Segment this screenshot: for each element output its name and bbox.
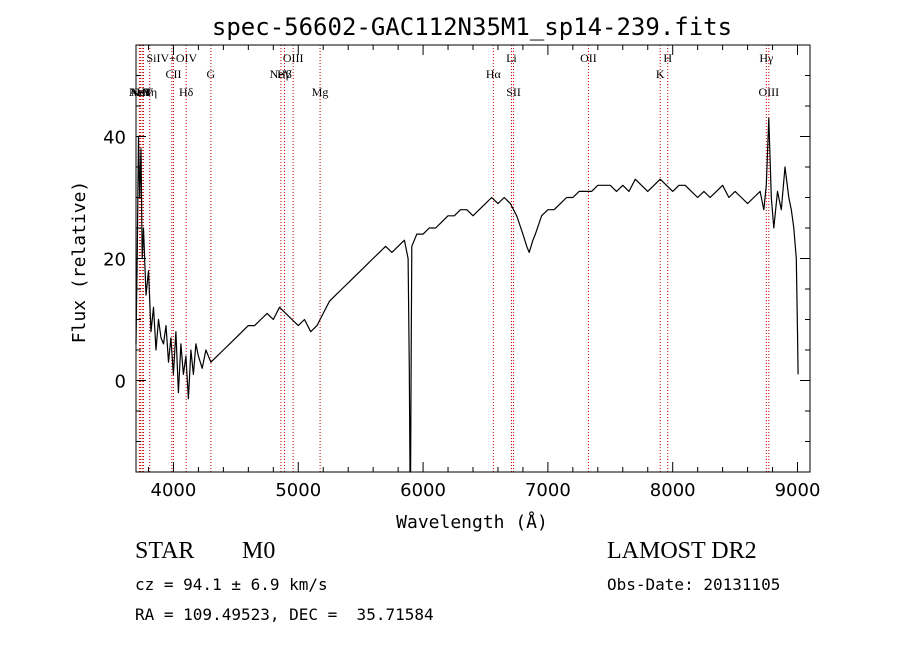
object-subclass: M0 xyxy=(242,538,276,564)
y-axis-label: Flux (relative) xyxy=(69,181,90,344)
line-marker-label: SII xyxy=(506,85,521,99)
line-marker-label: Hδ xyxy=(179,85,194,99)
line-marker-label: NeV xyxy=(129,85,152,99)
axes: 4000 5000 6000 7000 8000 9000 0 20 40 xyxy=(103,44,821,501)
x-tick-label: 9000 xyxy=(775,480,821,501)
survey-name: LAMOST DR2 xyxy=(607,538,757,564)
object-class: STAR xyxy=(135,538,195,564)
line-marker-label: Mg xyxy=(312,85,329,99)
line-marker-label: CII xyxy=(165,67,181,81)
line-marker-label: SiIV+OIV xyxy=(146,51,197,65)
x-tick-label: 5000 xyxy=(275,480,321,501)
plot-frame xyxy=(135,44,811,473)
line-marker-label: OII xyxy=(580,51,597,65)
line-marker-label: Hα xyxy=(486,67,502,81)
line-marker-label: OIII xyxy=(283,51,304,65)
x-tick-label: 4000 xyxy=(151,480,197,501)
observation-date: Obs-Date: 20131105 xyxy=(607,575,781,594)
line-marker-label: NeV xyxy=(131,85,154,99)
line-marker-label: NeV xyxy=(270,67,293,81)
redshift-readout: cz = 94.1 ± 6.9 km/s xyxy=(135,575,328,594)
line-marker-label: G xyxy=(207,67,216,81)
line-marker-label: H xyxy=(663,51,672,65)
spectrum-line xyxy=(135,117,799,473)
line-marker-label: K xyxy=(656,67,665,81)
line-marker-label: Hβ xyxy=(277,67,292,81)
line-marker-label: Hγ xyxy=(759,51,774,65)
x-tick-label: 6000 xyxy=(400,480,446,501)
x-axis-label: Wavelength (Å) xyxy=(396,511,548,533)
line-marker-label: Hη xyxy=(142,85,157,99)
line-marker-label: Li xyxy=(506,51,517,65)
y-tick-label: 40 xyxy=(103,128,126,149)
spectrum-series xyxy=(135,117,799,473)
x-tick-label: 7000 xyxy=(525,480,571,501)
line-marker-label: ArII xyxy=(129,85,150,99)
y-tick-label: 0 xyxy=(115,372,126,393)
coordinates-readout: RA = 109.49523, DEC = 35.71584 xyxy=(135,605,434,624)
y-tick-label: 20 xyxy=(103,250,126,271)
chart-title: spec-56602-GAC112N35M1_sp14-239.fits xyxy=(212,13,732,41)
x-tick-label: 8000 xyxy=(650,480,696,501)
line-marker-label: OIII xyxy=(758,85,779,99)
line-marker-label: Hε xyxy=(137,85,151,99)
